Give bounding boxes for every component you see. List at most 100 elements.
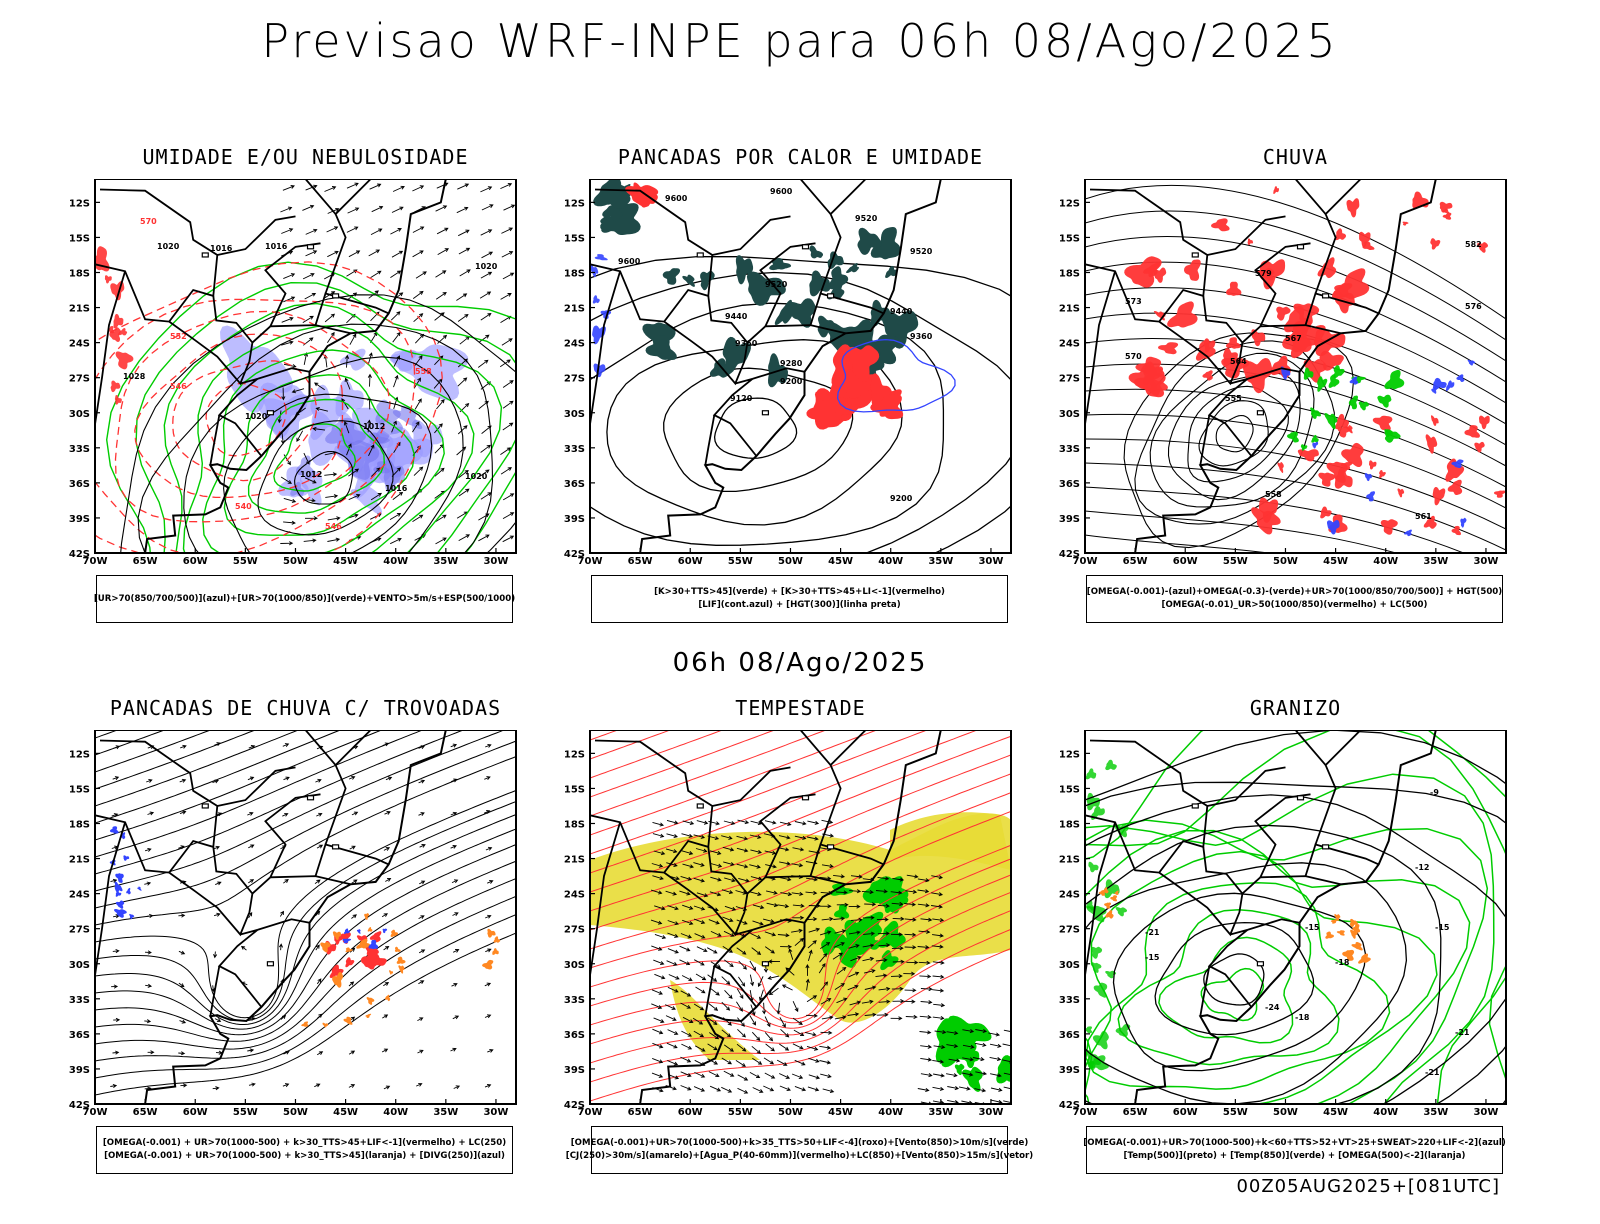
x-tick-label: 50W (1273, 556, 1298, 567)
panel-pancadas_calor: PANCADAS POR CALOR E UMIDADE 9600 9600 9520… (550, 145, 1031, 673)
thunder-orange-area (320, 941, 331, 953)
streamline (95, 895, 516, 1062)
wind-vector (652, 833, 665, 838)
contour-label: 546 (170, 382, 187, 391)
wind-vector (501, 251, 514, 258)
wind-vector (792, 847, 805, 852)
streamline (95, 860, 516, 1042)
rain-red-area (1335, 413, 1349, 430)
contour-label: 558 (415, 367, 432, 376)
streamline-red (590, 730, 979, 874)
wind-vector (305, 184, 318, 191)
wind-vector (667, 920, 679, 926)
wind-vector (752, 1087, 764, 1093)
x-tick-label: 45W (333, 1107, 358, 1118)
wind-vector (764, 946, 775, 954)
wind-vector (502, 400, 514, 409)
streamline (95, 730, 424, 858)
coastline (1134, 730, 1437, 1104)
x-tick-label: 30W (483, 556, 508, 567)
streamline-arrow (144, 1019, 152, 1024)
wind-vector (327, 250, 339, 258)
wind-vector (710, 876, 722, 882)
rain-red-area (1334, 467, 1353, 489)
border-line (663, 846, 749, 937)
wind-vector (792, 1001, 799, 1013)
divergence-blue-area (356, 929, 361, 934)
wind-vector (709, 1032, 720, 1040)
x-tick-label: 70W (1073, 1107, 1098, 1118)
border-line (1255, 730, 1327, 766)
y-tick-label: 36S (564, 479, 585, 490)
x-tick-label: 30W (1473, 556, 1498, 567)
wind-vector (850, 874, 863, 879)
streamline-arrow (381, 913, 388, 918)
wind-vector (819, 1045, 832, 1050)
rain-red-area (1221, 357, 1250, 379)
legend-line: [OMEGA(-0.001)-(azul)+OMEGA(-0.3)-(verde… (1086, 587, 1503, 597)
wind-vector (502, 512, 515, 519)
contour-label: 1016 (385, 484, 408, 493)
legend-line: [K>30+TTS>45](verde) + [K>30+TTS>45+LI<-… (654, 587, 945, 597)
wind-vector (303, 538, 317, 543)
wind-vector (833, 916, 846, 921)
streamline (95, 932, 516, 1096)
temp850-green-contour (1090, 946, 1103, 959)
streamline-arrow (416, 1082, 423, 1087)
legend-box: [OMEGA(-0.001)+UR>70(1000-500)+k<60+TTS>… (1083, 1126, 1506, 1174)
legend-line: [OMEGA(-0.001)+UR>70(1000-500)+k<60+TTS>… (1083, 1138, 1506, 1148)
wind-vector (934, 1030, 947, 1035)
wind-vector (679, 959, 691, 966)
convection-red-area (841, 369, 880, 399)
wind-vector (435, 205, 448, 212)
wind-vector (903, 971, 916, 976)
wind-vector (848, 904, 861, 909)
height-black-contour (1085, 462, 1506, 551)
rain-red-area (1425, 434, 1438, 454)
wind-vector (459, 336, 470, 345)
wind-vector (708, 1071, 720, 1078)
streamline-arrow (279, 910, 284, 917)
wind-vector (779, 821, 792, 827)
wind-vector (391, 206, 404, 213)
wind-vector (791, 1073, 804, 1079)
border-line (1255, 179, 1327, 215)
lake-marker (201, 252, 209, 258)
streamline (95, 828, 516, 1030)
humidity-green-contour (273, 423, 357, 492)
x-tick-label: 35W (1423, 1107, 1448, 1118)
wind-vector (706, 947, 718, 954)
wind-vector (721, 1001, 731, 1011)
y-tick-label: 36S (1059, 1030, 1080, 1041)
rain-green-area (1311, 434, 1319, 443)
wind-vector (958, 1086, 971, 1091)
border-line (251, 324, 351, 344)
wind-vector (666, 819, 679, 825)
lake-marker (1296, 244, 1305, 250)
wind-vector (480, 444, 491, 453)
hail-orange-area (1105, 910, 1114, 919)
rain-red-area (1346, 198, 1360, 218)
x-tick-label: 45W (333, 556, 358, 567)
y-tick-label: 12S (1059, 749, 1080, 760)
streamline-arrow (419, 844, 426, 848)
wind-vector (805, 890, 818, 896)
coastline (639, 179, 942, 553)
streamline-arrow (349, 845, 356, 850)
border-line (712, 215, 791, 256)
wind-vector (808, 1074, 821, 1080)
border-line (1247, 367, 1300, 380)
wind-vector (820, 981, 829, 991)
hail-orange-area (1351, 942, 1363, 951)
wind-vector (832, 952, 844, 960)
map-border (1084, 179, 1507, 554)
wind-vector (1003, 1029, 1011, 1033)
legend-box: [UR>70(850/700/500)](azul)+[UR>70(1000/8… (94, 575, 515, 623)
x-tick-label: 35W (433, 1107, 458, 1118)
hail-orange-area (1358, 953, 1371, 964)
y-tick-label: 18S (1059, 269, 1080, 280)
wind-vector (413, 377, 421, 389)
wind-vector (666, 833, 679, 838)
lake-marker (761, 410, 770, 416)
wind-vector (752, 1057, 763, 1065)
